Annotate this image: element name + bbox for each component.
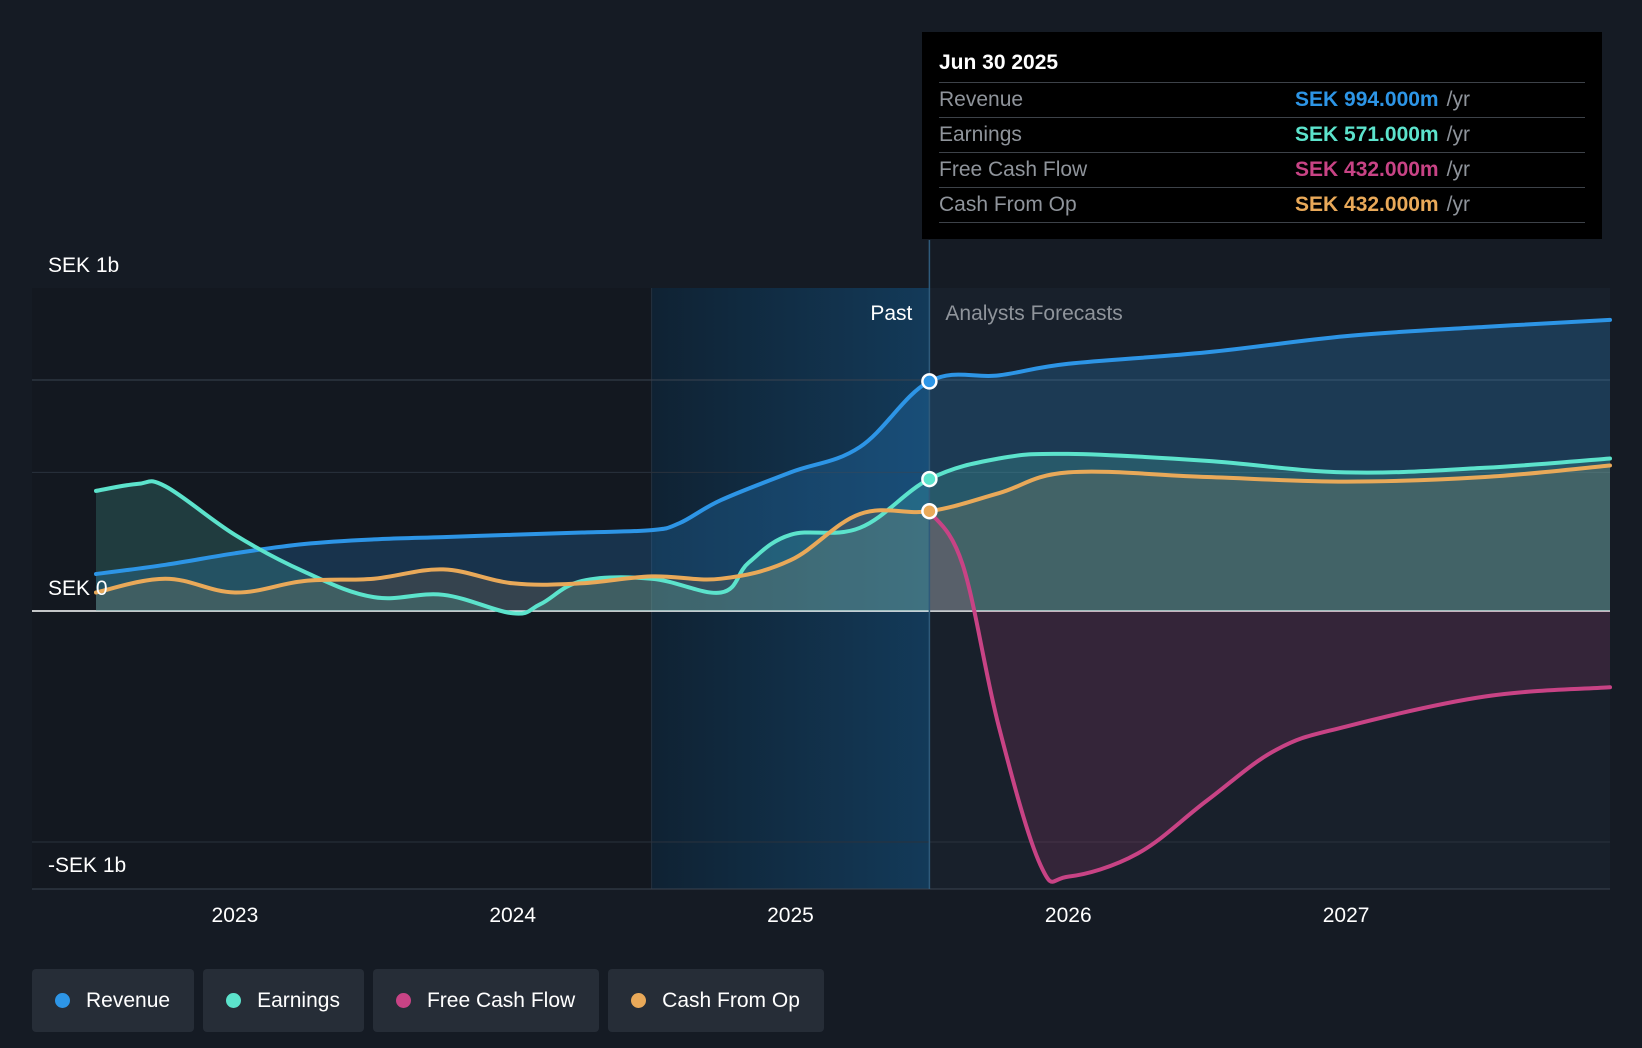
series-line-free-cash-flow: [927, 509, 1612, 884]
area-earnings: [96, 453, 1610, 614]
x-tick-label: 2024: [489, 904, 536, 927]
tooltip: Jun 30 2025 Revenue SEK 994.000m /yr Ear…: [922, 32, 1602, 239]
legend-dot-icon: [226, 993, 242, 1008]
legend-dot-icon: [631, 993, 647, 1008]
series-line-cash-from-op: [94, 463, 1612, 595]
tooltip-label: Earnings: [939, 123, 1022, 146]
legend-label: Revenue: [86, 988, 171, 1012]
marker-revenue: [921, 373, 938, 390]
tooltip-label: Cash From Op: [939, 193, 1077, 216]
tooltip-row-earnings: Earnings SEK 571.000m /yr: [939, 117, 1585, 152]
marker-cash-from-op: [921, 502, 938, 520]
tooltip-unit: /yr: [1446, 123, 1470, 146]
tooltip-row-revenue: Revenue SEK 994.000m /yr: [939, 82, 1585, 117]
y-tick-label: SEK 0: [48, 577, 108, 600]
tooltip-label: Free Cash Flow: [939, 158, 1088, 181]
x-tick-label: 2027: [1323, 904, 1370, 927]
forecast-label: Analysts Forecasts: [945, 302, 1122, 325]
x-tick-label: 2023: [212, 904, 259, 927]
tooltip-row-free-cash-flow: Free Cash Flow SEK 432.000m /yr: [939, 152, 1585, 187]
series-line-earnings: [94, 451, 1612, 616]
legend-item-free-cash-flow[interactable]: Free Cash Flow: [372, 969, 600, 1032]
y-tick-label: SEK 1b: [48, 254, 119, 277]
tooltip-row-cash-from-op: Cash From Op SEK 432.000m /yr: [939, 187, 1585, 223]
legend-dot-icon: [395, 993, 411, 1008]
legend-dot-icon: [55, 993, 70, 1008]
legend-label: Free Cash Flow: [426, 988, 576, 1012]
legend-item-revenue[interactable]: Revenue: [32, 969, 195, 1032]
tooltip-unit: /yr: [1446, 88, 1470, 111]
forecast-region: [929, 288, 1610, 889]
tooltip-value: SEK 432.000m: [1295, 158, 1439, 181]
tooltip-label: Revenue: [939, 88, 1024, 111]
x-tick-label: 2026: [1045, 904, 1092, 927]
tooltip-date: Jun 30 2025: [939, 51, 1059, 74]
tooltip-value: SEK 571.000m: [1295, 123, 1439, 146]
tooltip-unit: /yr: [1446, 158, 1470, 181]
past-label: Past: [870, 302, 912, 325]
area-cash-from-op: [96, 465, 1610, 611]
y-tick-label: -SEK 1b: [48, 854, 126, 877]
area-revenue: [96, 319, 1610, 611]
legend-item-earnings[interactable]: Earnings: [203, 969, 364, 1032]
series-line-revenue: [94, 317, 1612, 576]
legend: Revenue Earnings Free Cash Flow Cash Fro…: [32, 969, 824, 1032]
tooltip-value: SEK 994.000m: [1295, 88, 1439, 111]
x-tick-label: 2025: [767, 904, 814, 927]
legend-label: Cash From Op: [662, 988, 800, 1012]
legend-label: Earnings: [257, 988, 340, 1012]
area-free-cash-flow: [929, 511, 1610, 882]
tooltip-value: SEK 432.000m: [1295, 193, 1439, 216]
legend-item-cash-from-op[interactable]: Cash From Op: [608, 969, 824, 1032]
tooltip-unit: /yr: [1446, 193, 1470, 216]
marker-earnings: [921, 470, 938, 488]
